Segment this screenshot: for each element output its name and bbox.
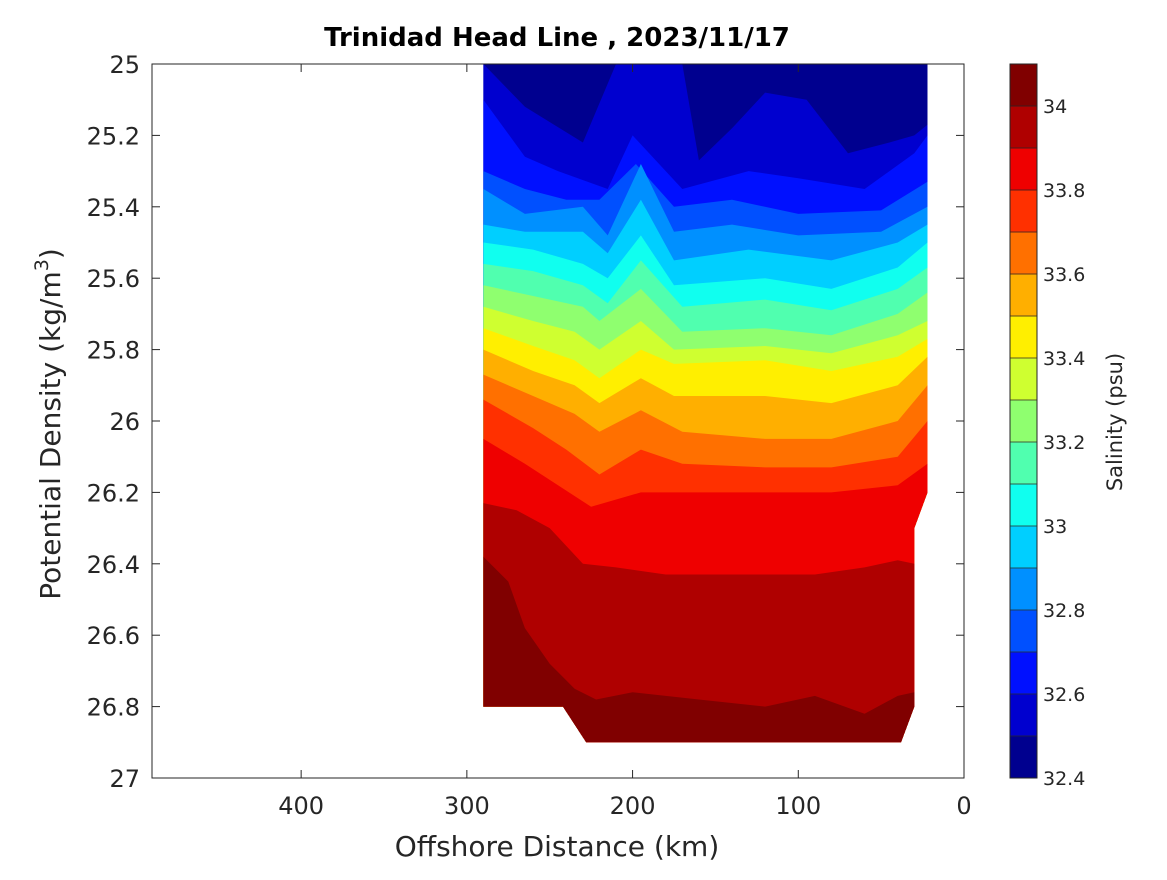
colorbar-swatch (1010, 190, 1037, 233)
colorbar-swatch (1010, 694, 1037, 737)
y-tick-label: 26.6 (87, 622, 140, 650)
colorbar-tick-label: 32.6 (1043, 684, 1085, 706)
colorbar-swatch (1010, 358, 1037, 401)
plot-area (483, 64, 928, 743)
chart-title: Trinidad Head Line , 2023/11/17 (324, 23, 790, 53)
colorbar-swatch (1010, 526, 1037, 569)
colorbar-tick-label: 33.2 (1043, 432, 1085, 454)
x-axis-label: Offshore Distance (km) (395, 830, 720, 863)
colorbar-swatch (1010, 610, 1037, 653)
colorbar-tick-label: 33.8 (1043, 180, 1085, 202)
colorbar-frame (1009, 63, 1038, 779)
x-tick-label: 100 (775, 792, 821, 820)
contour-fills (483, 64, 928, 743)
y-tick-label: 26.8 (87, 694, 140, 722)
contour-band-34.1 (483, 556, 928, 743)
y-tick-label: 26 (109, 408, 140, 436)
axes: 400 300 200 100 0 25 25.2 25.4 25.6 25.8 26 26.2 26.… (31, 51, 972, 820)
x-tick-label: 400 (278, 792, 324, 820)
colorbar-swatch (1010, 400, 1037, 443)
colorbar-swatch (1010, 64, 1037, 107)
colorbar-swatch (1010, 316, 1037, 359)
y-tick-label: 25.4 (87, 194, 140, 222)
colorbar-swatch (1010, 148, 1037, 191)
colorbar-swatch (1010, 568, 1037, 611)
x-tick-label: 0 (956, 792, 971, 820)
colorbar-swatch (1010, 484, 1037, 527)
colorbar-swatch (1010, 736, 1037, 779)
y-tick-label: 26.2 (87, 479, 140, 507)
colorbar-tick-label: 34 (1043, 96, 1067, 118)
colorbar-tick-label: 33.4 (1043, 348, 1085, 370)
colorbar-swatch (1010, 106, 1037, 149)
colorbar-tick-label: 32.4 (1043, 768, 1085, 790)
x-tick-label: 200 (610, 792, 656, 820)
colorbar-swatch (1010, 652, 1037, 695)
colorbar-swatch (1010, 232, 1037, 275)
colorbar-tick-label: 33.6 (1043, 264, 1085, 286)
y-tick-label: 25 (109, 51, 140, 79)
colorbar: 32.4 32.6 32.8 33 33.2 33.4 33.6 33.8 34 (1009, 63, 1085, 790)
colorbar-tick-label: 33 (1043, 516, 1067, 538)
y-tick-label: 26.4 (87, 551, 140, 579)
x-tick-label: 300 (444, 792, 490, 820)
colorbar-swatch (1010, 274, 1037, 317)
y-tick-label: 25.2 (87, 122, 140, 150)
colorbar-tick-label: 32.8 (1043, 600, 1085, 622)
y-tick-label: 25.8 (87, 337, 140, 365)
y-tick-label: 27 (109, 765, 140, 793)
y-tick-label: 25.6 (87, 265, 140, 293)
colorbar-label: Salinity (psu) (1103, 353, 1127, 491)
colorbar-swatch (1010, 442, 1037, 485)
y-axis-label: Potential Density (kg/m3) (31, 248, 67, 600)
